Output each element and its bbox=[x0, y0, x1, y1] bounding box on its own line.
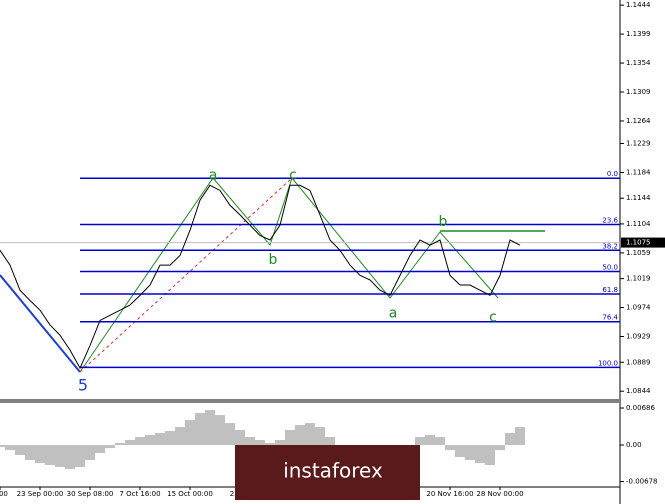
osc-bar bbox=[85, 445, 95, 461]
osc-bar bbox=[325, 437, 335, 446]
osc-y-tick-label: 0.00 bbox=[626, 441, 642, 449]
osc-bar bbox=[455, 445, 465, 457]
y-tick-label: 1.0844 bbox=[626, 387, 651, 395]
watermark-text: instaforex bbox=[283, 459, 383, 483]
osc-bar bbox=[425, 435, 435, 446]
panel-separator bbox=[0, 399, 620, 403]
x-tick-label: 23 Sep 00:00 bbox=[17, 490, 64, 498]
osc-bar bbox=[485, 445, 495, 465]
osc-bar bbox=[295, 425, 305, 446]
osc-bar bbox=[495, 445, 505, 451]
osc-bar bbox=[105, 445, 115, 449]
y-tick-label: 1.1184 bbox=[626, 168, 651, 176]
osc-bar bbox=[225, 423, 235, 446]
osc-bar bbox=[265, 443, 275, 446]
y-tick-label: 1.1104 bbox=[626, 220, 651, 228]
price-line bbox=[0, 184, 521, 370]
watermark-box bbox=[235, 445, 420, 500]
osc-bar bbox=[285, 430, 295, 446]
wave-label: 5 bbox=[78, 376, 88, 395]
wave-label: b bbox=[269, 252, 278, 268]
y-tick-label: 1.1264 bbox=[626, 117, 651, 125]
osc-bar bbox=[155, 433, 165, 446]
wave-label: a bbox=[209, 167, 218, 183]
osc-bar bbox=[135, 437, 145, 446]
y-tick-label: 1.1229 bbox=[626, 139, 651, 147]
osc-bar bbox=[275, 440, 285, 446]
osc-bar bbox=[205, 410, 215, 446]
x-tick-label: 28 Nov 00:00 bbox=[476, 490, 523, 498]
osc-bar bbox=[235, 430, 245, 446]
wave-label: b bbox=[439, 214, 448, 230]
y-tick-label: 1.1399 bbox=[626, 30, 651, 38]
wave-label: c bbox=[489, 309, 497, 325]
y-tick-label: 1.0889 bbox=[626, 358, 651, 366]
y-tick-label: 1.1059 bbox=[626, 249, 651, 257]
osc-bar bbox=[145, 435, 155, 446]
osc-bar bbox=[505, 433, 515, 446]
osc-bar bbox=[245, 437, 255, 446]
osc-bar bbox=[515, 427, 525, 446]
osc-bar bbox=[175, 427, 185, 446]
osc-bar bbox=[75, 445, 85, 467]
osc-y-tick-label: -0.00678 bbox=[626, 478, 657, 486]
osc-bar bbox=[475, 445, 485, 463]
osc-bar bbox=[5, 445, 15, 451]
x-tick-label: 7 Oct 16:00 bbox=[119, 490, 160, 498]
x-tick-label: 20 Nov 16:00 bbox=[426, 490, 473, 498]
y-tick-label: 1.0929 bbox=[626, 333, 651, 341]
osc-bar bbox=[255, 440, 265, 446]
watermark: instaforex bbox=[235, 445, 420, 500]
wave-label: c bbox=[289, 167, 297, 183]
fib-label: 50.0 bbox=[602, 264, 618, 272]
osc-bar bbox=[305, 423, 315, 446]
osc-bar bbox=[65, 445, 75, 469]
x-tick-label: 15 Oct 00:00 bbox=[167, 490, 213, 498]
osc-bar bbox=[0, 445, 5, 448]
y-tick-label: 1.1444 bbox=[626, 1, 651, 9]
x-tick-label: 0:00 bbox=[0, 490, 8, 498]
osc-bar bbox=[115, 443, 125, 446]
fib-label: 76.4 bbox=[602, 314, 618, 322]
fib-label: 100.0 bbox=[598, 359, 618, 367]
fib-label: 61.8 bbox=[602, 286, 618, 294]
osc-bar bbox=[125, 440, 135, 446]
current-price-box bbox=[621, 237, 665, 248]
y-tick-label: 1.1019 bbox=[626, 275, 651, 283]
fib-label: 0.0 bbox=[607, 170, 618, 178]
osc-bar bbox=[95, 445, 105, 454]
fib-label: 38.2 bbox=[602, 242, 618, 250]
osc-bar bbox=[435, 437, 445, 446]
wave-label: a bbox=[389, 305, 398, 321]
fib-label: 23.6 bbox=[602, 217, 618, 225]
wave-5-line bbox=[0, 274, 81, 373]
osc-bar bbox=[445, 445, 455, 451]
osc-bar bbox=[55, 445, 65, 467]
osc-bar bbox=[315, 427, 325, 446]
osc-bar bbox=[45, 445, 55, 465]
osc-bar bbox=[35, 445, 45, 463]
osc-bar bbox=[15, 445, 25, 456]
osc-bar bbox=[165, 431, 175, 446]
x-tick-label: 30 Sep 08:00 bbox=[67, 490, 114, 498]
osc-bar bbox=[215, 415, 225, 446]
current-price-label: 1.1075 bbox=[626, 239, 651, 247]
osc-bar bbox=[465, 445, 475, 461]
osc-bar bbox=[185, 420, 195, 446]
y-tick-label: 1.1354 bbox=[626, 59, 651, 67]
y-tick-label: 1.0974 bbox=[626, 304, 651, 312]
osc-bar bbox=[25, 445, 35, 461]
osc-bar bbox=[195, 413, 205, 446]
y-tick-label: 1.1144 bbox=[626, 194, 651, 202]
y-tick-label: 1.1309 bbox=[626, 88, 651, 96]
osc-bar bbox=[415, 437, 425, 446]
osc-y-tick-label: 0.00686 bbox=[626, 404, 655, 412]
